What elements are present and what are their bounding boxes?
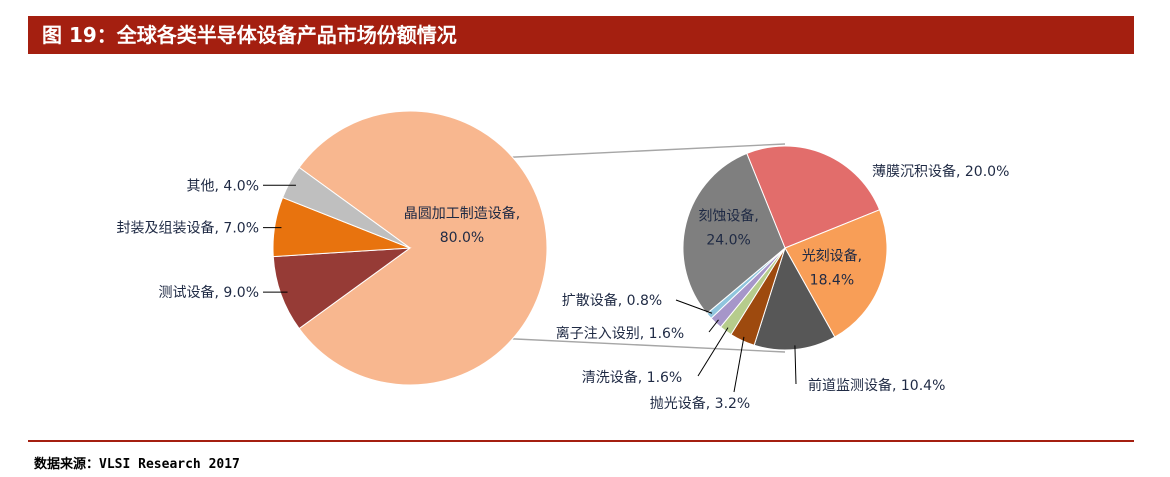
detail-label-value-1: 18.4% [810,273,854,289]
detail-pie [682,145,888,351]
detail-label-2: 前道监测设备, 10.4% [808,377,945,394]
detail-pie-slice-7 [682,152,786,315]
detail-leader-5 [708,319,719,333]
figure-title: 图 19：全球各类半导体设备产品市场份额情况 [28,16,1134,54]
footer-divider [28,440,1134,442]
detail-label-3: 抛光设备, 3.2% [650,395,750,412]
detail-leader-4 [697,327,729,377]
main-pie-slice-0 [298,110,548,386]
detail-leader-2 [794,345,797,385]
main-label-1: 测试设备, 9.0% [159,284,259,301]
detail-label-name-7: 刻蚀设备, [698,207,758,224]
main-label-3: 其他, 4.0% [187,178,259,194]
main-label-2: 封装及组装设备, 7.0% [117,220,259,237]
detail-pie-slice-0 [746,145,881,249]
detail-leader-6 [675,299,713,314]
detail-label-0: 薄膜沉积设备, 20.0% [872,163,1009,180]
detail-label-5: 离子注入设别, 1.6% [556,325,684,342]
data-labels: 晶圆加工制造设备, 80.0% 测试设备, 9.0% 封装及组装设备, 7.0% 其他,… [117,163,1010,412]
main-pie [272,110,548,386]
detail-label-6: 扩散设备, 0.8% [562,292,662,309]
detail-label-4: 清洗设备, 1.6% [582,369,682,386]
detail-leader-3 [733,336,745,393]
main-label-name-0: 晶圆加工制造设备, [404,205,520,222]
detail-pie-slice-1 [784,209,888,338]
detail-label-name-1: 光刻设备, [802,248,862,265]
detail-label-value-7: 24.0% [706,232,750,248]
main-pie-slice-3 [281,166,411,249]
main-label-value-0: 80.0% [440,230,484,246]
source-note: 数据来源：VLSI Research 2017 [34,457,240,472]
